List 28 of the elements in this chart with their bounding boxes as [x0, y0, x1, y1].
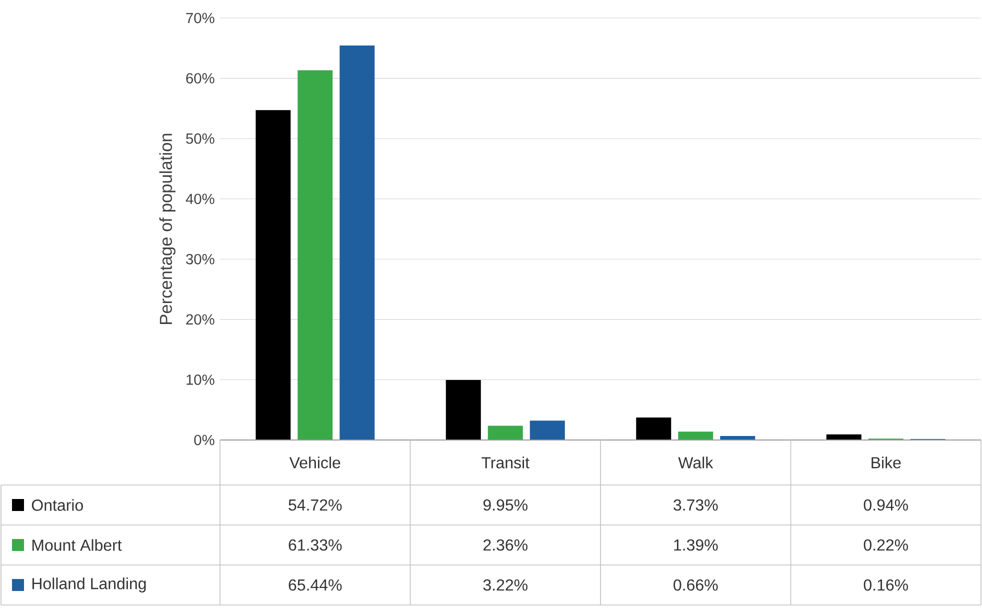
x-tick-label: Bike [872, 456, 901, 468]
y-tick-label: 30% [186, 254, 214, 264]
data-label: 3.22% [483, 579, 528, 591]
y-tick-label: 50% [186, 133, 214, 144]
data-label: 65.44% [288, 579, 342, 591]
legend-label: Holland Landing [32, 578, 146, 592]
data-label: 2.36% [483, 539, 528, 551]
y-tick-label: 70% [186, 12, 214, 24]
y-tick-label: 10% [186, 374, 214, 385]
x-tick-label: Transit [482, 456, 530, 468]
data-label: 0.94% [864, 499, 908, 511]
x-tick-label: Walk [678, 456, 714, 468]
data-label: 9.95% [483, 499, 528, 511]
y-axis-title: Percentage of population [159, 134, 176, 324]
data-label: 0.66% [674, 579, 718, 591]
y-tick-label: 20% [186, 314, 214, 325]
data-label: 0.16% [864, 579, 908, 591]
data-label: 54.72% [288, 499, 342, 511]
legend-label: Mount Albert [32, 539, 122, 551]
y-tick-label: 40% [186, 194, 214, 204]
y-tick-label: 60% [186, 73, 214, 84]
data-label: 61.33% [288, 539, 342, 551]
data-label: 3.73% [674, 499, 718, 511]
data-label: 0.22% [864, 539, 908, 551]
legend-label: Ontario [32, 499, 83, 511]
y-tick-label: 0% [194, 434, 214, 446]
x-tick-label: Vehicle [289, 456, 340, 468]
data-label: 1.39% [674, 539, 718, 551]
